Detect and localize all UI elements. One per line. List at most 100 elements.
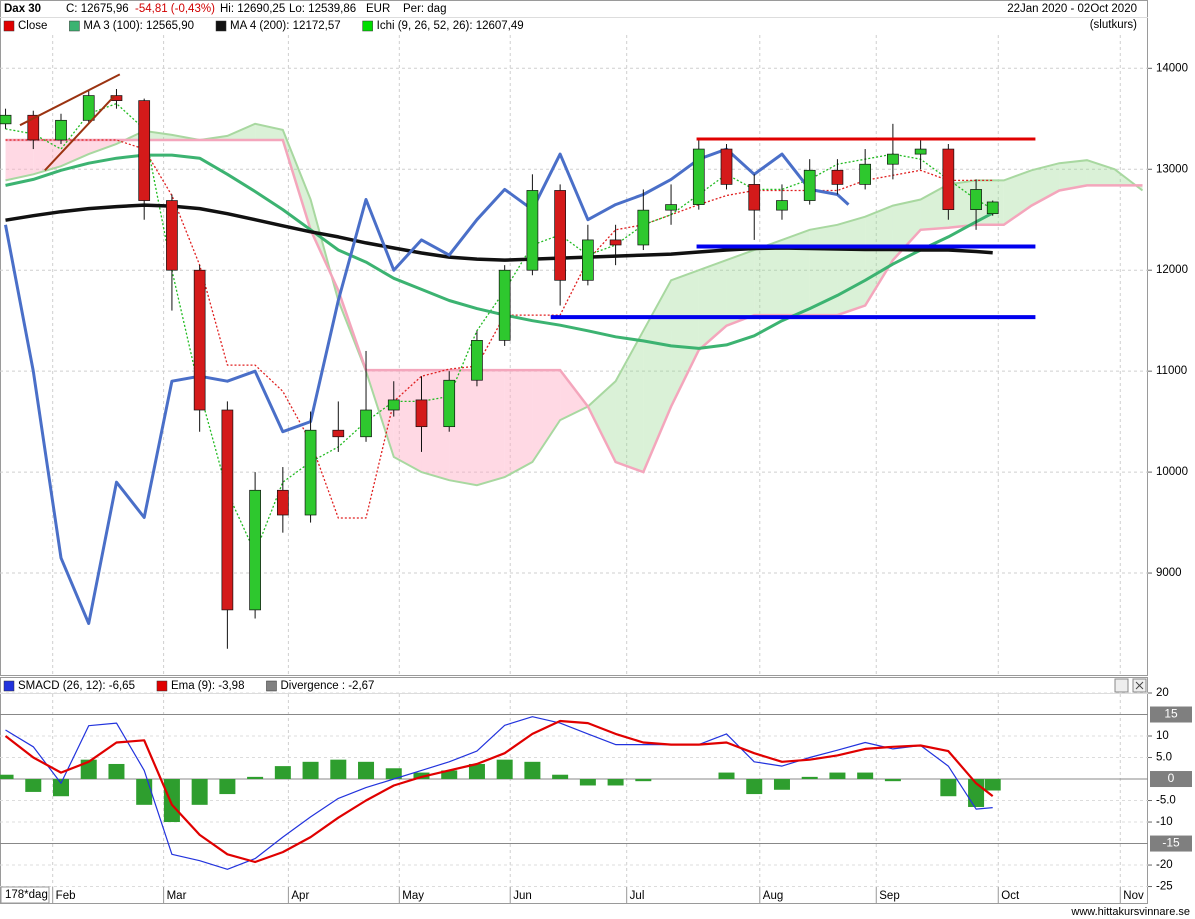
candle-body xyxy=(138,100,151,201)
candle-body xyxy=(609,239,622,246)
candle-body xyxy=(720,148,733,185)
candle-body xyxy=(27,114,40,141)
level-box xyxy=(1150,706,1192,723)
x-tick-label: May xyxy=(402,890,424,902)
cloud-fill xyxy=(504,370,533,478)
main-panel-border xyxy=(0,0,1148,676)
high-price: Hi: 12690,25 xyxy=(220,3,285,15)
cloud-fill xyxy=(1086,160,1115,186)
cloud-fill xyxy=(948,180,977,228)
y-tick-label: 13000 xyxy=(1156,163,1188,175)
cloud-fill xyxy=(393,370,422,473)
lower-panel-border xyxy=(0,677,1148,904)
y-tick-label: -20 xyxy=(1156,859,1173,871)
y-tick-label: 5.0 xyxy=(1156,752,1172,764)
price-change: -54,81 (-0,43%) xyxy=(135,3,215,15)
candle-body xyxy=(387,399,400,411)
series-line xyxy=(4,719,994,864)
legend-label: Divergence : -2,67 xyxy=(280,680,374,692)
histogram-bar xyxy=(635,779,652,782)
candle-body xyxy=(970,189,982,210)
histogram-bar xyxy=(358,761,375,780)
y-tick-label: 10 xyxy=(1156,730,1169,742)
histogram-bar xyxy=(607,779,624,786)
period: Per: dag xyxy=(403,3,446,15)
histogram-bar xyxy=(984,779,1001,791)
legend-label: MA 4 (200): 12172,57 xyxy=(230,20,341,32)
legend-swatch xyxy=(3,680,15,692)
close-price: C: 12675,96 xyxy=(66,3,129,15)
legend-label: Ema (9): -3,98 xyxy=(171,680,245,692)
cloud-fill xyxy=(920,184,949,230)
legend-swatch xyxy=(3,20,15,32)
histogram-bar xyxy=(829,772,846,780)
candle-body xyxy=(637,209,650,246)
cloud-fill xyxy=(255,123,283,140)
candle-body xyxy=(166,200,178,271)
histogram-bar xyxy=(247,776,264,780)
cloud-fill xyxy=(33,139,62,175)
low-price: Lo: 12539,86 xyxy=(289,3,356,15)
plot xyxy=(0,89,1144,870)
histogram-bar xyxy=(468,763,485,780)
footer: www.hittakursvinnare.se xyxy=(1070,906,1190,918)
x-tick-label: Jun xyxy=(513,890,532,902)
candle-body xyxy=(859,163,872,185)
candle-body xyxy=(942,148,955,210)
candle-body xyxy=(831,169,844,185)
y-tick-label: 14000 xyxy=(1156,62,1188,74)
x-tick-label: Sep xyxy=(879,890,899,902)
candle-body xyxy=(304,429,317,516)
candle-body xyxy=(914,148,927,155)
histogram-bar xyxy=(441,770,458,780)
cloud-fill xyxy=(865,205,893,306)
level-box xyxy=(1150,771,1192,788)
cloud-fill xyxy=(615,330,644,473)
grid: 9000 10000 11000 12000 13000 14000 Feb Mar Apr Ma… xyxy=(0,35,1188,903)
x-tick-label: Oct xyxy=(1001,890,1020,902)
y-tick-label: 9000 xyxy=(1156,567,1182,579)
settings-button[interactable] xyxy=(1114,678,1129,693)
cloud-fill xyxy=(421,370,450,481)
y-tick-label: -25 xyxy=(1156,881,1173,893)
overlay: Close MA 3 (100): 12565,90 MA 4 (200): 121… xyxy=(3,20,1192,852)
histogram-bar xyxy=(0,774,14,780)
x-tick-label: Aug xyxy=(763,890,783,902)
legend-label: Close xyxy=(18,20,47,32)
cloud-fill xyxy=(476,370,505,486)
legend-swatch xyxy=(69,20,80,32)
legend-label: SMACD (26, 12): -6,65 xyxy=(18,680,135,692)
cloud-fill xyxy=(5,139,34,181)
candle-body xyxy=(526,190,539,271)
candle-body xyxy=(554,190,566,281)
level-label: 0 xyxy=(1168,771,1175,785)
date-range: 22Jan 2020 - 02Oct 2020 xyxy=(1007,3,1137,15)
legend-swatch xyxy=(215,20,227,32)
candle-body xyxy=(360,409,372,438)
candle-body xyxy=(55,119,67,141)
cloud-fill xyxy=(1003,170,1032,225)
candle-body xyxy=(221,409,234,611)
legend-label: Ichi (9, 26, 52, 26): 12607,49 xyxy=(377,20,524,32)
cloud-fill xyxy=(698,260,727,350)
x-tick-label: Feb xyxy=(56,890,76,902)
series-line xyxy=(5,716,993,870)
candle-body xyxy=(803,169,816,201)
cloud-fill xyxy=(532,370,561,463)
trend-line xyxy=(19,73,121,127)
histogram-bar xyxy=(191,779,208,805)
candle-body xyxy=(443,379,456,428)
candle-body xyxy=(276,489,289,516)
histogram-bar xyxy=(108,763,125,780)
y-tick-label: 12000 xyxy=(1156,264,1188,276)
histogram-bar xyxy=(219,779,236,795)
x-tick-label: Mar xyxy=(167,890,187,902)
y-tick-label: -10 xyxy=(1156,816,1173,828)
close-icon xyxy=(1135,681,1144,690)
candle-body xyxy=(110,95,123,101)
period-box xyxy=(0,886,50,904)
candle-body xyxy=(665,204,677,211)
level-box xyxy=(1150,835,1192,852)
